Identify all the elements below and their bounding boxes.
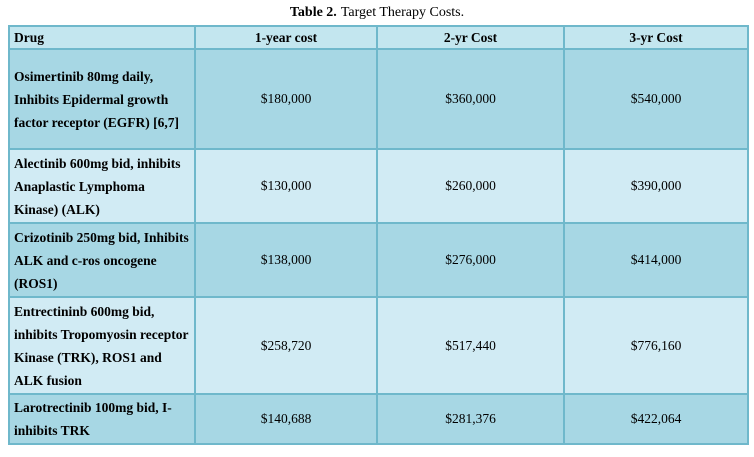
column-header-drug: Drug [8,25,196,50]
cost-3yr-cell: $414,000 [563,222,749,298]
table-header-row: Drug 1-year cost 2-yr Cost 3-yr Cost [8,25,749,50]
table-row-larotrectinib: Larotrectinib 100mg bid, I-inhibits TRK … [8,393,749,445]
drug-cell: Osimertinib 80mg daily, Inhibits Epiderm… [8,48,196,150]
cost-3yr-cell: $776,160 [563,296,749,395]
column-header-2yr-cost: 2-yr Cost [376,25,565,50]
target-therapy-costs-table: Drug 1-year cost 2-yr Cost 3-yr Cost Osi… [8,25,749,445]
cost-3yr-cell: $540,000 [563,48,749,150]
cost-3yr-cell: $390,000 [563,148,749,224]
cost-1yr-cell: $140,688 [194,393,378,445]
table-caption-text: Target Therapy Costs. [340,5,465,20]
cost-2yr-cell: $517,440 [376,296,565,395]
cost-2yr-cell: $260,000 [376,148,565,224]
cost-1yr-cell: $180,000 [194,48,378,150]
table-caption: Table 2. Target Therapy Costs. [0,0,754,23]
table-row-crizotinib: Crizotinib 250mg bid, Inhibits ALK and c… [8,222,749,298]
drug-cell: Larotrectinib 100mg bid, I-inhibits TRK [8,393,196,445]
drug-cell: Entrectininb 600mg bid, inhibits Tropomy… [8,296,196,395]
cost-3yr-cell: $422,064 [563,393,749,445]
cost-2yr-cell: $276,000 [376,222,565,298]
column-header-3yr-cost: 3-yr Cost [563,25,749,50]
cost-2yr-cell: $281,376 [376,393,565,445]
cost-1yr-cell: $138,000 [194,222,378,298]
drug-cell: Crizotinib 250mg bid, Inhibits ALK and c… [8,222,196,298]
column-header-1yr-cost: 1-year cost [194,25,378,50]
table-row-alectinib: Alectinib 600mg bid, inhibits Anaplastic… [8,148,749,224]
drug-cell: Alectinib 600mg bid, inhibits Anaplastic… [8,148,196,224]
table-row-entrectinib: Entrectininb 600mg bid, inhibits Tropomy… [8,296,749,395]
cost-2yr-cell: $360,000 [376,48,565,150]
cost-1yr-cell: $130,000 [194,148,378,224]
cost-1yr-cell: $258,720 [194,296,378,395]
table-row-osimertinib: Osimertinib 80mg daily, Inhibits Epiderm… [8,48,749,150]
table-caption-label: Table 2. [289,5,337,20]
